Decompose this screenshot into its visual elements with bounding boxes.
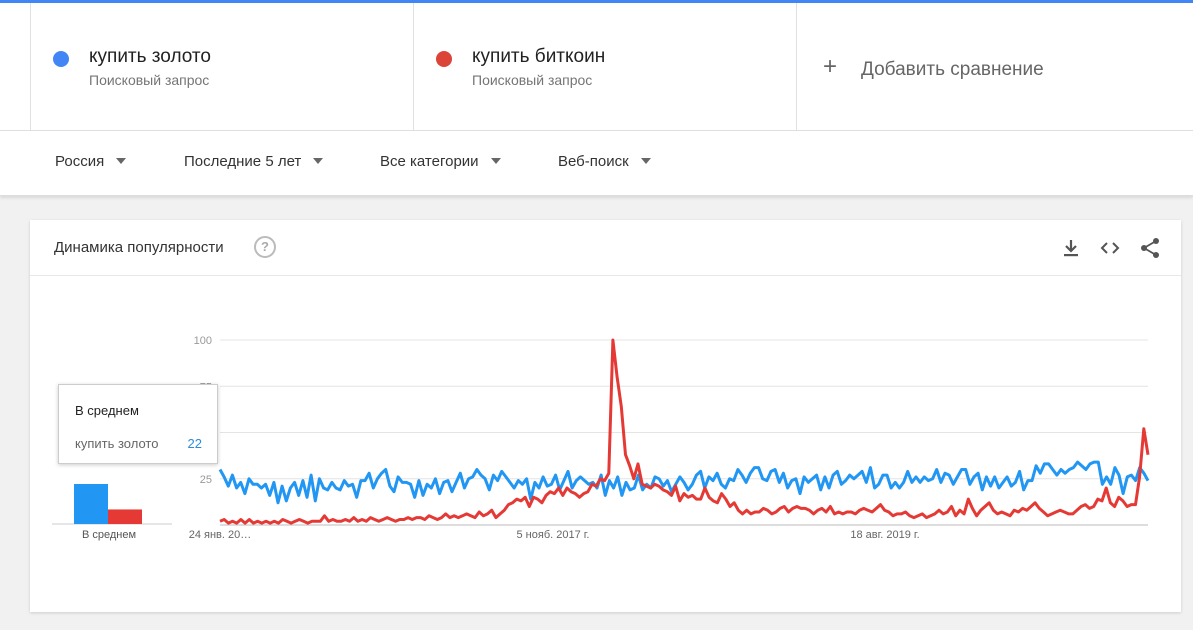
card-title: Динамика популярности (54, 239, 224, 256)
filters-bar: Россия Последние 5 лет Все категории Веб… (0, 131, 1193, 196)
period-label: Последние 5 лет (184, 153, 302, 170)
caret-down-icon (116, 158, 127, 165)
add-comparison-label: Добавить сравнение (861, 59, 1044, 80)
tooltip-term: купить золото (75, 436, 159, 451)
series-color-dot (53, 51, 69, 67)
share-icon[interactable] (1138, 236, 1162, 260)
period-select[interactable]: Последние 5 лет (184, 153, 324, 170)
x-tick-label: 18 авг. 2019 г. (850, 529, 919, 541)
series-line-gold[interactable] (218, 460, 1150, 505)
compare-terms-bar: купить золото Поисковый запрос купить би… (0, 3, 1193, 131)
caret-down-icon (313, 158, 324, 165)
average-bar-bitcoin[interactable] (108, 509, 142, 524)
average-bar-gold[interactable] (74, 484, 108, 524)
x-tick-label: 5 нояб. 2017 г. (517, 529, 590, 541)
region-select[interactable]: Россия (55, 153, 127, 170)
add-comparison-button[interactable]: + Добавить сравнение (796, 3, 1193, 130)
plus-icon: + (823, 53, 838, 80)
x-axis-labels: 24 янв. 20… 5 нояб. 2017 г. 18 авг. 2019 г… (189, 529, 920, 541)
term-card-gold[interactable]: купить золото Поисковый запрос (30, 3, 413, 130)
average-tooltip: В среднем купить золото 22 (58, 384, 218, 464)
embed-code-icon[interactable] (1098, 236, 1122, 260)
interest-over-time-card: Динамика популярности ? (30, 220, 1181, 612)
tooltip-value: 22 (187, 436, 202, 451)
term-name: купить золото (89, 46, 211, 67)
term-type: Поисковый запрос (472, 72, 593, 88)
category-select[interactable]: Все категории (380, 153, 501, 170)
top-accent-bar (0, 0, 1193, 3)
help-icon[interactable]: ? (254, 236, 276, 258)
y-tick-label: 100 (194, 335, 212, 347)
average-label: В среднем (81, 529, 137, 541)
caret-down-icon (640, 158, 651, 165)
series-line-bitcoin[interactable] (219, 338, 1150, 525)
region-label: Россия (55, 153, 105, 170)
average-bars (52, 484, 172, 525)
y-tick-label: 25 (200, 474, 212, 486)
series-color-dot (436, 51, 452, 67)
search-type-select[interactable]: Веб-поиск (558, 153, 651, 170)
term-card-bitcoin[interactable]: купить биткоин Поисковый запрос (413, 3, 796, 130)
term-name: купить биткоин (472, 46, 606, 67)
download-icon[interactable] (1059, 236, 1083, 260)
search-type-label: Веб-поиск (558, 153, 629, 170)
tooltip-title: В среднем (75, 403, 139, 418)
category-label: Все категории (380, 153, 479, 170)
chart-grid (220, 339, 1148, 526)
x-tick-label: 24 янв. 20… (189, 529, 252, 541)
caret-down-icon (490, 158, 501, 165)
card-header: Динамика популярности ? (30, 220, 1181, 276)
term-type: Поисковый запрос (89, 72, 210, 88)
chart-lines (218, 338, 1150, 525)
